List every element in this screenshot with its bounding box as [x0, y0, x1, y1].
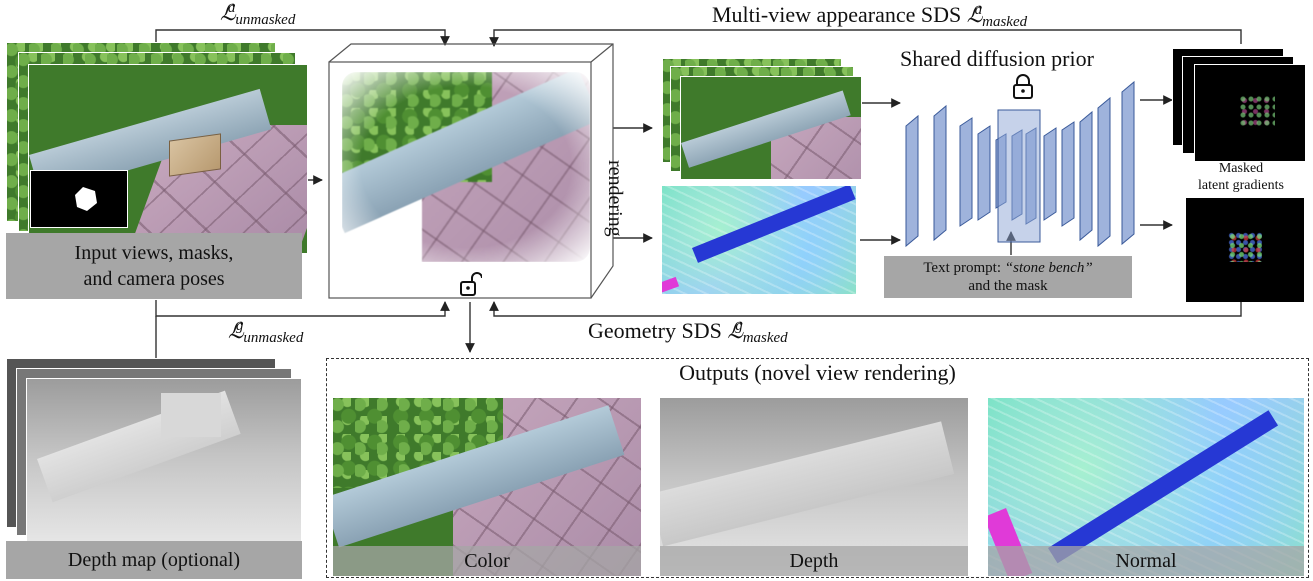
output-normal-label: Normal [988, 546, 1304, 576]
latent-gradients-stack [1172, 48, 1312, 162]
unmasked-appearance-path [155, 29, 450, 46]
depth-input-stack [6, 358, 306, 548]
appearance-masked-loss: Multi-view appearance SDS ℒamasked [712, 2, 1028, 30]
input-views-label: Input views, masks, and camera poses [6, 233, 302, 299]
unlock-icon [460, 272, 482, 296]
masked-latent-label: Masked latent gradients [1198, 161, 1284, 193]
unmasked-geometry-path [155, 300, 450, 317]
text-prompt-box: Text prompt: “stone bench” and the mask [884, 256, 1132, 298]
masked-appearance-path [489, 29, 1242, 47]
masked-geometry-path [489, 301, 1242, 317]
latent-gradient-geometry [1186, 198, 1304, 302]
output-normal: Normal [988, 398, 1304, 576]
geometry-masked-loss: Geometry SDS ℒgmasked [588, 318, 788, 346]
unet-diagram [905, 80, 1135, 248]
input-views-stack [6, 42, 308, 254]
rendering-label: rendering [604, 160, 626, 237]
cardboard-box [169, 133, 221, 177]
lock-icon [1013, 74, 1033, 99]
scene-rendering [342, 72, 590, 262]
rendered-normal [662, 186, 856, 294]
outputs-title: Outputs (novel view rendering) [679, 360, 956, 385]
depth-input-label: Depth map (optional) [6, 541, 302, 579]
diffusion-title: Shared diffusion prior [900, 46, 1094, 71]
output-depth-label: Depth [660, 546, 968, 576]
output-depth: Depth [660, 398, 968, 576]
outputs-panel [326, 358, 1309, 578]
appearance-unmasked-loss: ℒaunmasked [220, 0, 296, 28]
rendered-rgb-stack [662, 58, 862, 180]
scene-cube [328, 43, 614, 299]
mask-inset [30, 170, 128, 228]
output-color-label: Color [333, 546, 641, 576]
output-color: Color [333, 398, 641, 576]
geometry-unmasked-loss: ℒgunmasked [228, 318, 304, 346]
